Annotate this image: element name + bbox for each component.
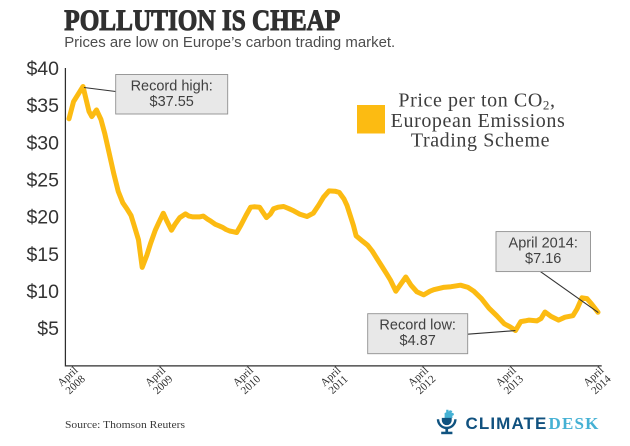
svg-text:$4.87: $4.87	[400, 333, 436, 349]
svg-text:$7.16: $7.16	[525, 251, 561, 267]
svg-text:Trading Scheme: Trading Scheme	[411, 130, 550, 152]
svg-text:$30: $30	[26, 132, 59, 154]
svg-text:European Emissions: European Emissions	[391, 110, 566, 132]
svg-text:DESK: DESK	[549, 414, 600, 433]
svg-text:Price per ton CO2,: Price per ton CO2,	[398, 89, 555, 112]
svg-text:Record low:: Record low:	[379, 318, 456, 334]
svg-text:$10: $10	[26, 281, 59, 303]
svg-text:April 2014:: April 2014:	[509, 235, 578, 251]
svg-text:$5: $5	[37, 318, 59, 340]
svg-text:Record high:: Record high:	[131, 78, 213, 94]
svg-text:$15: $15	[26, 244, 59, 266]
svg-text:POLLUTION IS CHEAP: POLLUTION IS CHEAP	[64, 5, 340, 37]
svg-text:$20: $20	[26, 207, 59, 229]
svg-text:$37.55: $37.55	[150, 94, 194, 110]
svg-text:$40: $40	[26, 58, 59, 80]
svg-text:Prices are low on Europe’s car: Prices are low on Europe’s carbon tradin…	[64, 34, 395, 51]
svg-text:$35: $35	[26, 95, 59, 117]
svg-text:CLIMATE: CLIMATE	[466, 414, 548, 433]
svg-text:$25: $25	[26, 170, 59, 192]
svg-text:Source: Thomson Reuters: Source: Thomson Reuters	[65, 420, 185, 431]
